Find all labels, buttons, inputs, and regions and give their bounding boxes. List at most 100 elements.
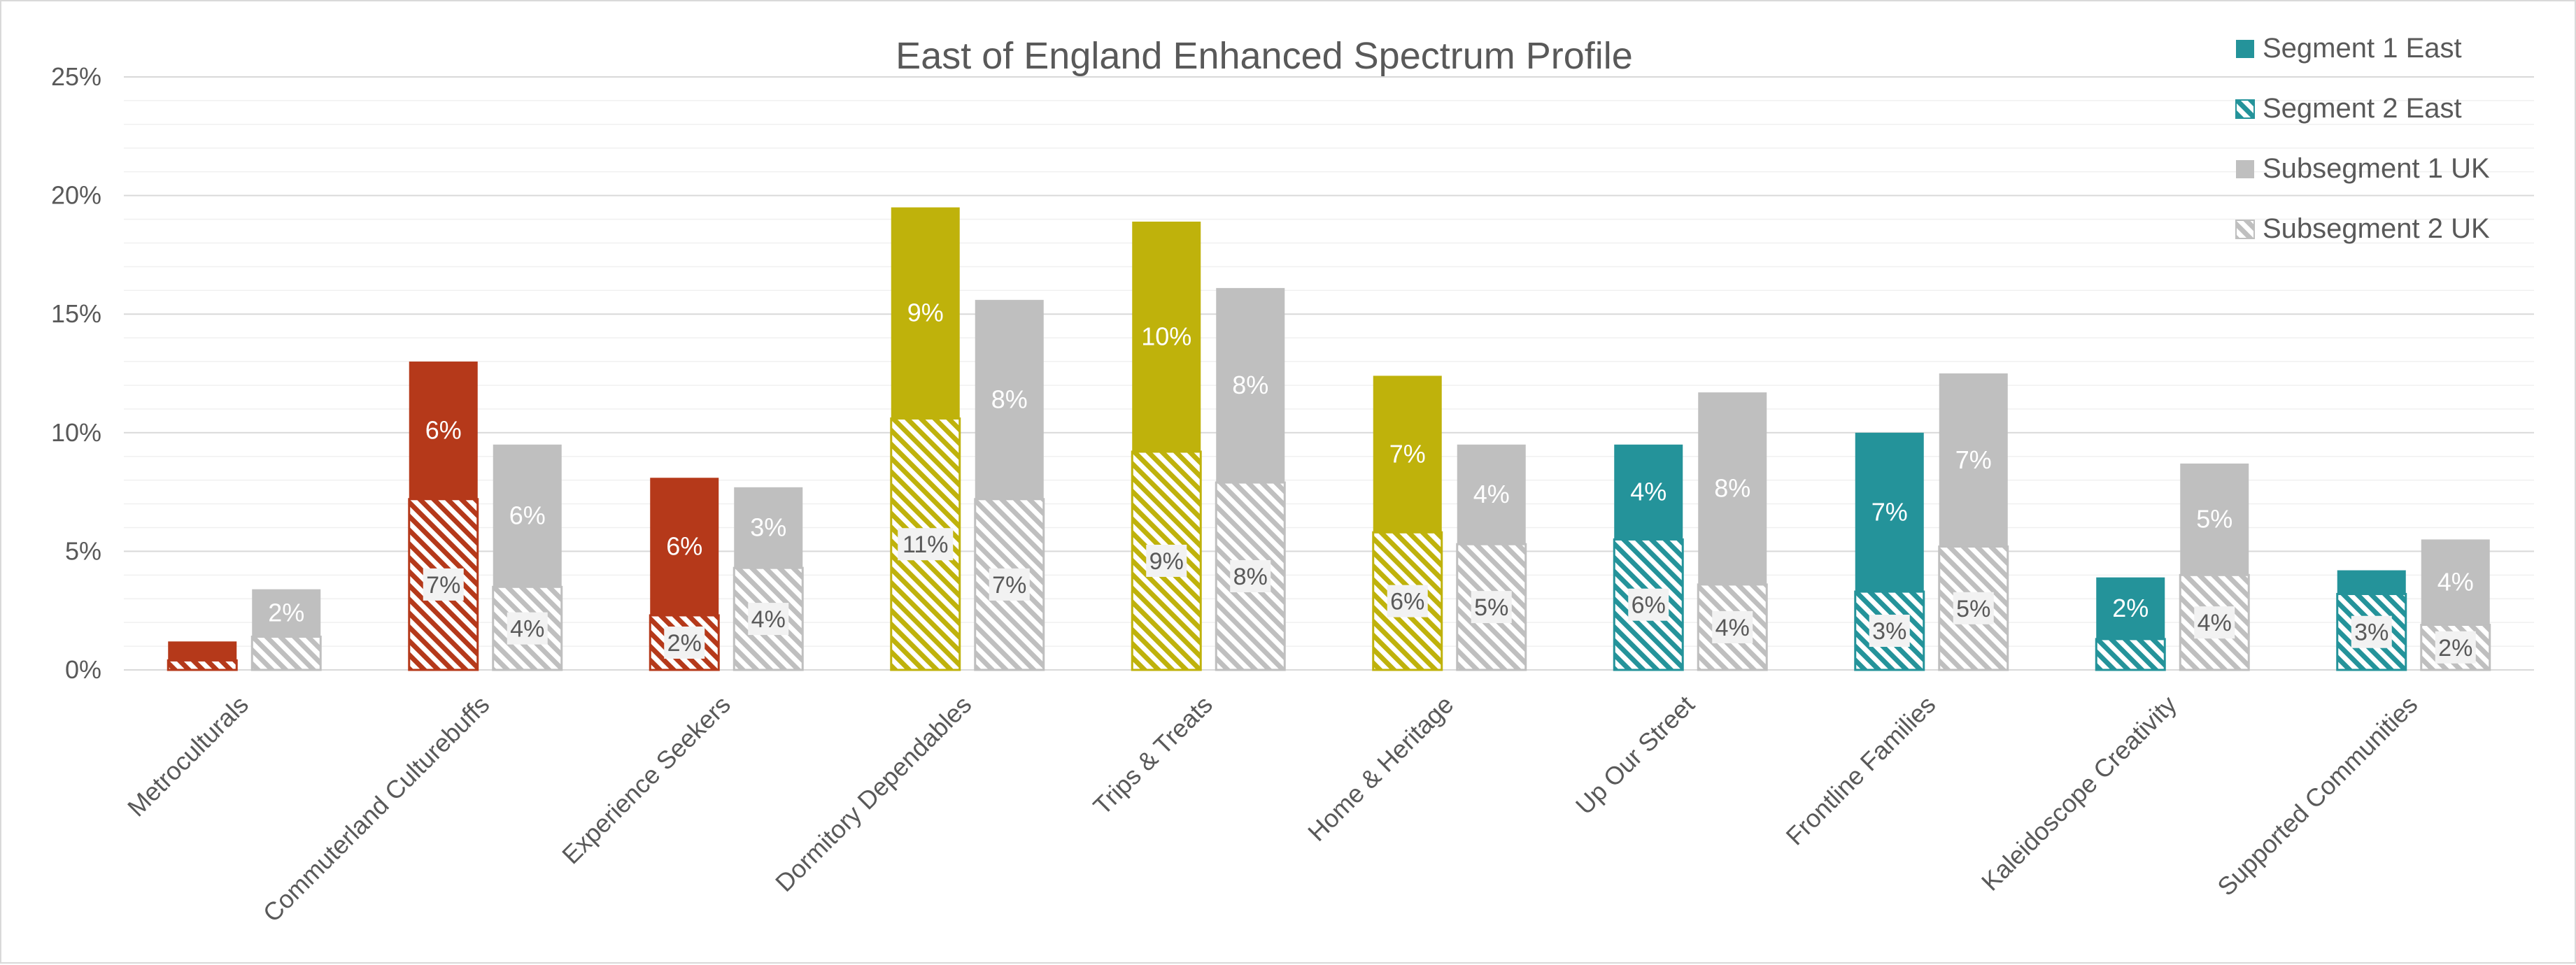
subsegment-1-uk-bar bbox=[1698, 392, 1767, 585]
data-label: 4% bbox=[1473, 480, 1510, 508]
legend-item: Subsegment 1 UK bbox=[2236, 153, 2490, 184]
data-label-background bbox=[1471, 591, 1512, 624]
data-label: 3% bbox=[2354, 620, 2389, 646]
data-label: 5% bbox=[2196, 505, 2232, 534]
data-label: 4% bbox=[510, 616, 544, 643]
data-label-background bbox=[2351, 615, 2392, 648]
data-label: 2% bbox=[2438, 635, 2472, 662]
segment-1-east-bar bbox=[168, 641, 237, 661]
data-label: 7% bbox=[1871, 497, 1908, 526]
data-label: 11% bbox=[903, 531, 949, 558]
data-label: 2% bbox=[667, 630, 702, 657]
data-label-background bbox=[507, 612, 548, 645]
data-label-background bbox=[664, 626, 705, 659]
gridlines bbox=[124, 76, 2534, 671]
data-label: 3% bbox=[750, 513, 786, 541]
subsegment-1-uk-bar bbox=[252, 589, 321, 637]
subsegment-1-uk-bar bbox=[734, 487, 803, 569]
data-label: 8% bbox=[991, 385, 1028, 413]
legend-label: Segment 2 East bbox=[2263, 93, 2462, 124]
x-category-label: Frontline Families bbox=[1781, 690, 1941, 851]
x-category-label: Home & Heritage bbox=[1302, 690, 1459, 847]
data-label: 4% bbox=[751, 606, 786, 633]
data-label: 5% bbox=[1956, 596, 1990, 622]
data-label-background bbox=[1146, 544, 1187, 577]
y-tick-label: 15% bbox=[51, 299, 101, 328]
bars bbox=[167, 207, 2491, 671]
legend-item: Segment 2 East bbox=[2235, 93, 2462, 124]
legend-swatch bbox=[2236, 160, 2254, 178]
data-label-background bbox=[1869, 615, 1910, 648]
data-label: 3% bbox=[1872, 618, 1906, 645]
legend-label: Segment 1 East bbox=[2263, 33, 2462, 64]
data-label-background bbox=[1230, 560, 1271, 593]
data-label-background bbox=[898, 528, 954, 561]
data-label: 4% bbox=[2198, 610, 2232, 636]
data-label-background bbox=[1387, 585, 1428, 617]
data-label-background bbox=[2194, 606, 2235, 639]
segment-1-east-bar bbox=[2096, 577, 2165, 639]
data-label-background bbox=[748, 603, 789, 636]
y-tick-label: 0% bbox=[65, 655, 101, 684]
data-label: 2% bbox=[2112, 594, 2149, 622]
data-label: 4% bbox=[1630, 478, 1666, 506]
x-category-label: Commuterland Culturebuffs bbox=[257, 690, 495, 928]
data-label: 7% bbox=[992, 572, 1026, 599]
segment-2-east-bar bbox=[2095, 638, 2166, 671]
y-tick-label: 25% bbox=[51, 62, 101, 91]
y-axis: 0% 5% 10% 15% 20% 25% bbox=[51, 62, 101, 684]
subsegment-1-uk-bar bbox=[2421, 539, 2490, 625]
data-label: 10% bbox=[1141, 322, 1191, 350]
subsegment-1-uk-bar bbox=[1939, 373, 2008, 547]
x-category-label: Metroculturals bbox=[122, 690, 254, 822]
data-label: 4% bbox=[1715, 615, 1750, 641]
data-label: 7% bbox=[426, 572, 460, 599]
data-label-background bbox=[423, 568, 464, 601]
legend-label: Subsegment 2 UK bbox=[2263, 213, 2490, 244]
x-category-label: Up Our Street bbox=[1570, 690, 1700, 820]
legend: Segment 1 East Segment 2 East Subsegment 1… bbox=[2235, 33, 2490, 244]
data-label: 7% bbox=[1955, 445, 1992, 474]
y-tick-label: 10% bbox=[51, 418, 101, 447]
segment-2-east-bar bbox=[167, 659, 238, 671]
legend-label: Subsegment 1 UK bbox=[2263, 153, 2490, 184]
data-label: 6% bbox=[509, 501, 546, 530]
segment-1-east-bar bbox=[1855, 432, 1924, 592]
segment-1-east-bar bbox=[1614, 444, 1683, 540]
segment-1-east-bar bbox=[1132, 221, 1201, 452]
data-label-background bbox=[989, 568, 1030, 601]
segment-2-east-bar bbox=[1854, 590, 1925, 671]
data-label: 6% bbox=[666, 532, 702, 561]
x-category-label: Supported Communities bbox=[2211, 690, 2423, 901]
data-labels: 2% 7% 6% 4% 6% 2% 6% 4% 3% 11% 9% 7% 8% 9% 10% 8% 8% 6% 7%… bbox=[268, 299, 2476, 664]
data-label: 4% bbox=[2437, 567, 2474, 596]
data-label: 8% bbox=[1233, 564, 1268, 590]
subsegment-1-uk-bar bbox=[975, 299, 1044, 499]
segment-1-east-bar bbox=[2337, 570, 2406, 594]
legend-item: Segment 1 East bbox=[2236, 33, 2462, 64]
data-label: 9% bbox=[907, 299, 944, 327]
subsegment-1-uk-bar bbox=[2180, 463, 2249, 576]
subsegment-1-uk-bar bbox=[1216, 287, 1285, 483]
data-label: 2% bbox=[268, 599, 304, 627]
subsegment-2-uk-bar bbox=[250, 636, 322, 671]
legend-swatch bbox=[2235, 220, 2255, 239]
x-category-label: Kaleidoscope Creativity bbox=[1976, 690, 2182, 896]
data-label: 6% bbox=[1390, 589, 1424, 615]
segment-1-east-bar bbox=[1373, 376, 1442, 533]
data-label-background bbox=[2435, 631, 2476, 664]
y-tick-label: 5% bbox=[65, 536, 101, 565]
x-category-label: Dormitory Dependables bbox=[770, 690, 977, 897]
segment-1-east-bar bbox=[650, 478, 719, 615]
legend-item: Subsegment 2 UK bbox=[2235, 213, 2490, 244]
legend-swatch bbox=[2235, 99, 2255, 119]
data-label-background bbox=[1953, 592, 1994, 624]
chart-title: East of England Enhanced Spectrum Profil… bbox=[896, 35, 1633, 77]
data-label: 7% bbox=[1389, 439, 1426, 468]
data-label: 9% bbox=[1149, 548, 1184, 575]
data-label: 6% bbox=[425, 415, 462, 444]
data-label: 8% bbox=[1232, 371, 1268, 399]
data-label-background bbox=[1712, 610, 1753, 643]
x-axis: Metroculturals Commuterland Culturebuffs E… bbox=[122, 690, 2423, 928]
